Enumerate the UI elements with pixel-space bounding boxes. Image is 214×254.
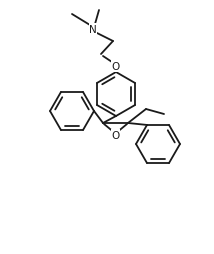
Text: O: O [112,62,120,72]
Text: N: N [89,25,97,35]
Text: O: O [111,131,120,140]
